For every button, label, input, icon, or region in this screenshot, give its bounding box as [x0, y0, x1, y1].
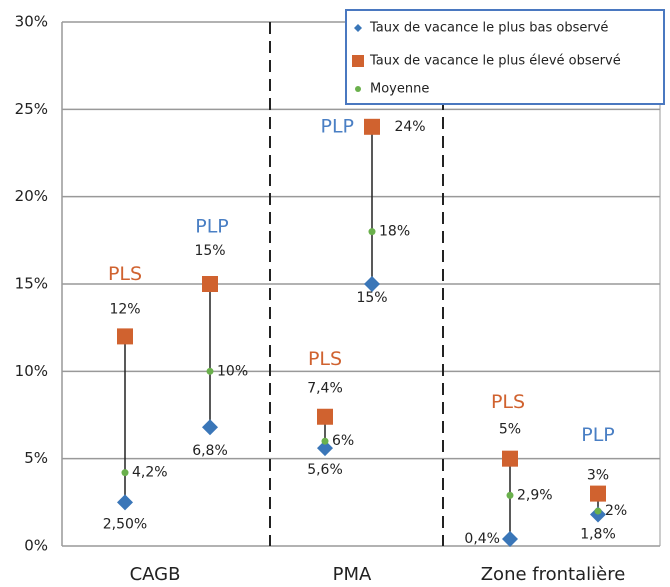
category-label: PLS [308, 348, 342, 370]
mean-marker [121, 469, 129, 477]
category-label: PLS [108, 263, 142, 285]
high-marker [590, 485, 606, 502]
mean-marker [506, 491, 514, 499]
category-label: PLP [195, 216, 229, 238]
low-label: 5,6% [307, 462, 343, 478]
y-tick-label: 0% [24, 537, 48, 555]
category-label: PLP [581, 424, 615, 446]
high-marker [202, 276, 218, 292]
low-label: 15% [356, 290, 387, 306]
category-label: PLS [491, 391, 525, 413]
high-label: 12% [109, 301, 140, 317]
legend-label: Taux de vacance le plus élevé observé [369, 54, 621, 69]
low-label: 1,8% [580, 527, 616, 543]
group-label: CAGB [130, 564, 181, 585]
category-label: PLP [320, 115, 354, 137]
low-marker [502, 531, 518, 548]
high-marker [317, 408, 333, 425]
high-label: 24% [394, 119, 425, 135]
mean-marker [368, 228, 376, 236]
y-tick-label: 25% [15, 100, 48, 118]
mean-label: 18% [379, 224, 410, 240]
mean-label: 4,2% [132, 465, 168, 481]
legend-label: Moyenne [370, 82, 429, 97]
low-label: 0,4% [464, 531, 500, 547]
y-tick-label: 30% [15, 13, 48, 31]
group-label: PMA [333, 564, 372, 585]
y-tick-label: 5% [24, 449, 48, 467]
high-label: 5% [499, 422, 521, 438]
mean-marker [594, 507, 602, 515]
mean-label: 6% [332, 433, 354, 449]
high-marker [117, 328, 133, 345]
mean-label: 2% [605, 503, 627, 519]
mean-marker [321, 437, 329, 445]
mean-marker [206, 367, 214, 375]
high-label: 3% [587, 468, 609, 484]
legend-label: Taux de vacance le plus bas observé [369, 21, 608, 36]
high-label: 15% [194, 243, 225, 259]
high-marker [502, 450, 518, 467]
high-label: 7,4% [307, 381, 343, 397]
low-label: 6,8% [192, 443, 228, 459]
high-marker [364, 118, 380, 135]
legend-marker [352, 55, 364, 67]
legend-marker [355, 86, 361, 92]
legend-box [345, 9, 665, 105]
low-marker [117, 494, 133, 511]
low-label: 2,50% [103, 516, 147, 532]
y-tick-label: 15% [15, 275, 48, 293]
low-marker [364, 276, 380, 292]
low-marker [202, 419, 218, 436]
low-marker [317, 440, 333, 457]
legend-marker [354, 24, 362, 32]
y-tick-label: 10% [15, 362, 48, 380]
group-label: Zone frontalière [481, 564, 626, 585]
mean-label: 10% [217, 363, 248, 379]
mean-label: 2,9% [517, 487, 553, 503]
y-tick-label: 20% [15, 187, 48, 205]
